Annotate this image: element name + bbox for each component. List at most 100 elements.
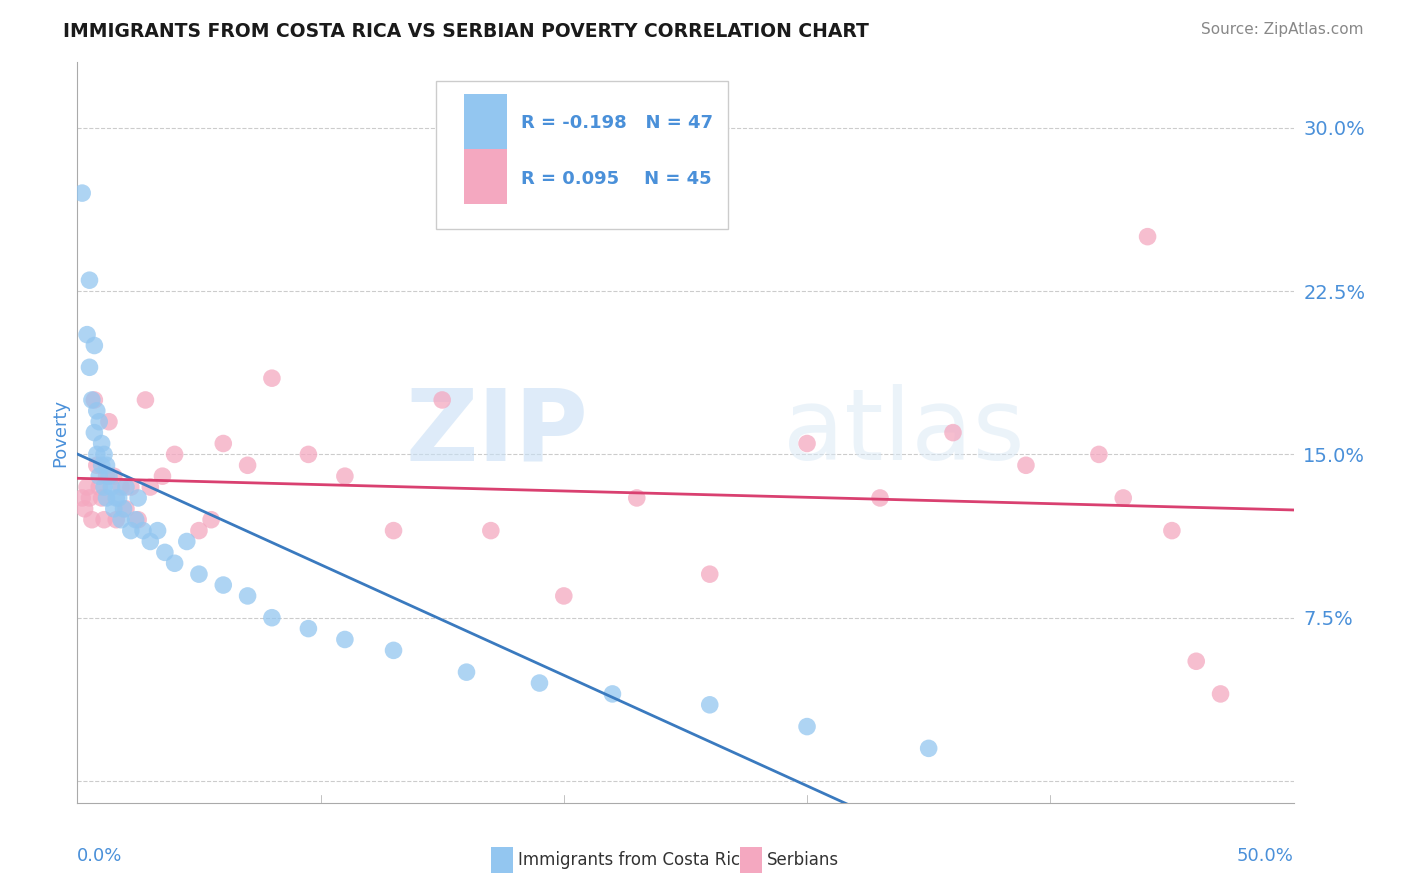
Point (103, 501, 125, 516)
Point (236, 458, 259, 473)
Point (97, 415, 120, 429)
Point (100, 480, 122, 494)
Point (115, 501, 138, 516)
Point (212, 436, 235, 450)
Point (153, 545, 176, 559)
Point (188, 567, 211, 582)
Point (120, 524, 142, 538)
Bar (491, 847, 513, 873)
Point (86, 447, 108, 461)
Point (110, 480, 132, 494)
Point (83, 392, 105, 407)
Point (79, 491, 101, 505)
Text: R = 0.095    N = 45: R = 0.095 N = 45 (522, 169, 711, 188)
Point (127, 491, 149, 505)
Point (1112, 491, 1135, 505)
Point (382, 524, 405, 538)
Point (1161, 524, 1184, 538)
Point (212, 578, 235, 592)
Point (146, 524, 169, 538)
Point (163, 556, 186, 570)
FancyBboxPatch shape (436, 81, 728, 229)
Point (125, 513, 148, 527)
Point (456, 665, 478, 680)
Point (942, 425, 965, 440)
Point (139, 480, 162, 494)
Text: Source: ZipAtlas.com: Source: ZipAtlas.com (1201, 22, 1364, 37)
Point (83, 425, 105, 440)
Text: 0.0%: 0.0% (77, 847, 122, 865)
Text: 50.0%: 50.0% (1237, 847, 1294, 865)
Point (1015, 458, 1038, 473)
Point (479, 524, 502, 538)
Point (93, 513, 115, 527)
Point (76, 327, 98, 342)
Point (86, 458, 108, 473)
Point (134, 392, 156, 407)
Point (79, 273, 101, 287)
Point (796, 436, 818, 450)
Point (83, 338, 105, 352)
Point (333, 632, 356, 647)
Point (73, 501, 96, 516)
Point (127, 513, 149, 527)
Point (260, 611, 283, 625)
Point (529, 676, 551, 690)
Text: atlas: atlas (783, 384, 1025, 481)
Point (1185, 654, 1208, 668)
Point (90, 491, 112, 505)
Point (796, 720, 818, 734)
Point (105, 513, 128, 527)
Point (430, 392, 453, 407)
Point (70, 186, 93, 200)
Text: ZIP: ZIP (405, 384, 588, 481)
Text: Immigrants from Costa Rica: Immigrants from Costa Rica (517, 851, 749, 869)
Point (132, 524, 155, 538)
Point (699, 567, 721, 582)
Point (79, 360, 101, 375)
Point (699, 698, 721, 712)
Point (96, 458, 118, 473)
Point (89, 415, 111, 429)
Point (200, 513, 222, 527)
Point (188, 524, 211, 538)
Text: IMMIGRANTS FROM COSTA RICA VS SERBIAN POVERTY CORRELATION CHART: IMMIGRANTS FROM COSTA RICA VS SERBIAN PO… (63, 22, 869, 41)
Point (626, 491, 648, 505)
Point (297, 622, 319, 636)
Point (333, 469, 356, 483)
Point (602, 687, 624, 701)
Point (382, 643, 405, 657)
Point (90, 458, 112, 473)
Point (297, 447, 319, 461)
Bar (464, 94, 506, 149)
Point (107, 491, 129, 505)
Point (103, 469, 125, 483)
Point (70, 491, 93, 505)
Text: Serbians: Serbians (766, 851, 839, 869)
Point (120, 480, 142, 494)
Bar (740, 847, 762, 873)
Point (112, 501, 135, 516)
Point (163, 447, 186, 461)
Point (97, 469, 120, 483)
Point (96, 491, 118, 505)
Point (96, 469, 118, 483)
Point (80, 392, 103, 407)
Point (90, 436, 112, 450)
Point (553, 589, 575, 603)
Point (152, 469, 174, 483)
Point (86, 404, 108, 418)
Point (115, 480, 138, 494)
Point (1136, 229, 1159, 244)
Point (869, 491, 891, 505)
Point (236, 589, 259, 603)
Point (260, 371, 283, 385)
Point (93, 447, 115, 461)
Point (176, 534, 198, 549)
Point (1088, 447, 1111, 461)
Point (139, 534, 162, 549)
Point (110, 513, 132, 527)
Point (89, 469, 111, 483)
Point (918, 741, 941, 756)
Text: R = -0.198   N = 47: R = -0.198 N = 47 (522, 113, 713, 132)
